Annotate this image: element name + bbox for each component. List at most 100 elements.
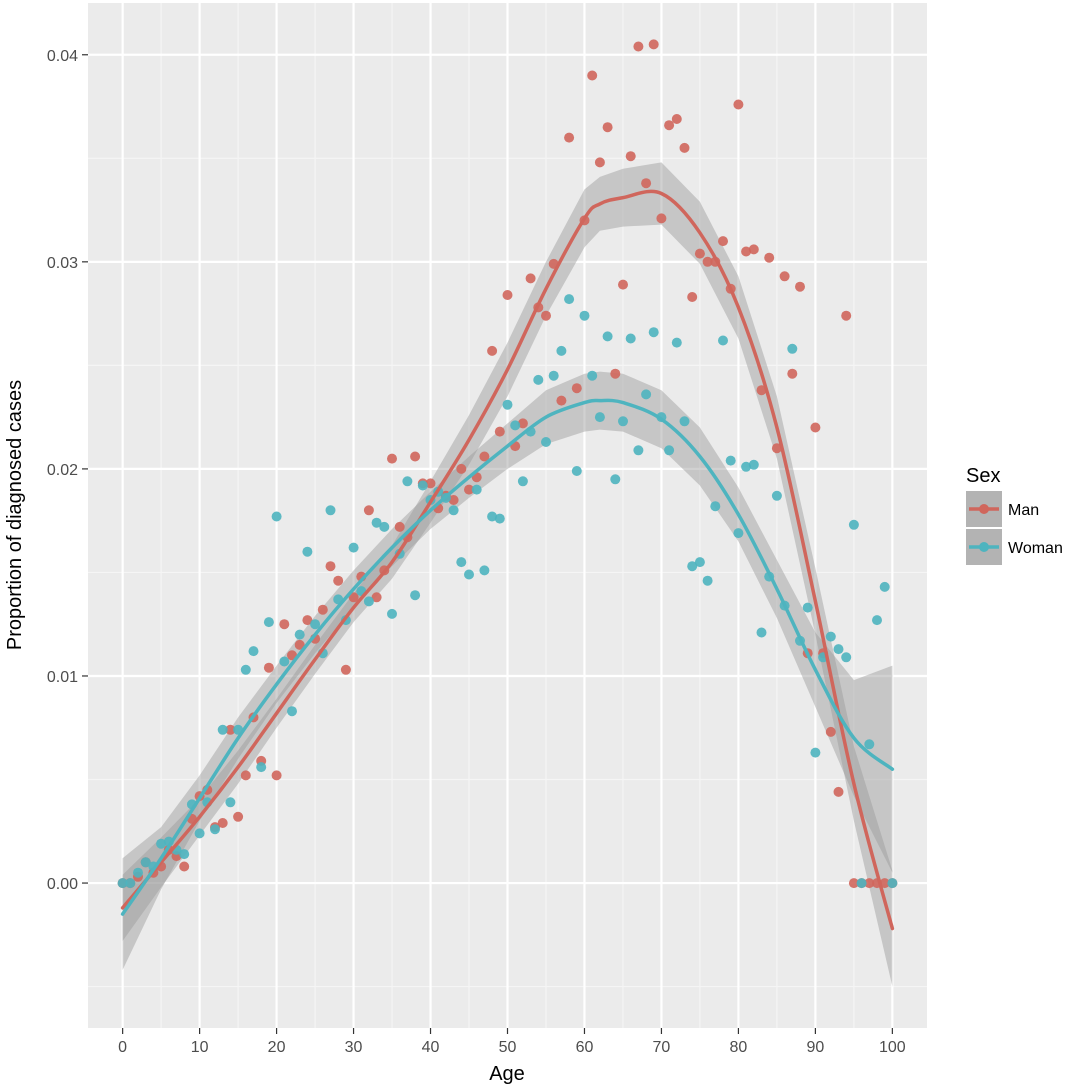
point-woman [687, 561, 698, 572]
point-man [502, 290, 513, 300]
point-woman [417, 480, 428, 491]
gridlines [88, 3, 927, 1028]
point-man [541, 310, 551, 321]
point-woman [787, 343, 798, 354]
x-tick-label: 10 [191, 1039, 209, 1056]
confidence-bands [122, 162, 893, 987]
point-woman [502, 399, 513, 410]
point-woman [348, 542, 359, 553]
point-man [864, 878, 875, 889]
point-woman [133, 867, 143, 878]
point-woman [263, 617, 274, 628]
point-woman [479, 565, 490, 576]
point-man [625, 151, 636, 162]
point-man [317, 604, 328, 615]
point-man [633, 41, 644, 52]
point-woman [633, 445, 644, 456]
point-man [610, 368, 621, 379]
point-man [748, 244, 759, 255]
legend-label-woman: Woman [1008, 540, 1063, 557]
point-man [294, 639, 305, 650]
point-man [564, 132, 575, 143]
legend-point-man [979, 504, 989, 514]
point-woman [310, 619, 321, 630]
point-woman [487, 511, 498, 522]
point-man [348, 592, 359, 603]
y-axis-ticks: 0.00 0.01 0.02 0.03 0.04 [47, 48, 88, 893]
point-woman [833, 644, 844, 655]
x-tick-label: 80 [730, 1039, 748, 1056]
point-man [756, 385, 767, 396]
y-tick-label: 0.04 [47, 48, 78, 65]
point-man [602, 122, 613, 133]
point-man [179, 861, 190, 872]
y-tick-label: 0.01 [47, 669, 78, 686]
point-man [263, 662, 274, 673]
point-woman [771, 490, 782, 501]
point-woman [872, 615, 882, 626]
point-woman [887, 878, 898, 889]
point-man [664, 120, 675, 131]
point-man [741, 246, 752, 257]
point-woman [825, 631, 836, 642]
point-man [833, 786, 844, 797]
confidence-band-woman [122, 371, 893, 971]
point-woman [217, 724, 228, 735]
point-woman [725, 455, 736, 466]
point-man [810, 422, 821, 433]
point-woman [294, 629, 305, 640]
point-woman [625, 333, 636, 344]
point-man [271, 770, 282, 781]
point-man [718, 236, 728, 247]
point-woman [240, 664, 251, 675]
x-tick-label: 20 [268, 1039, 286, 1056]
point-man [325, 561, 336, 572]
point-man [641, 178, 652, 189]
point-man [571, 383, 582, 394]
point-woman [302, 546, 313, 557]
legend-point-woman [979, 542, 989, 552]
y-tick-label: 0.02 [47, 462, 78, 479]
point-woman [210, 824, 220, 835]
point-woman [610, 474, 621, 485]
point-woman [179, 849, 190, 860]
point-man [795, 281, 805, 292]
point-man [525, 273, 536, 284]
point-woman [194, 828, 205, 839]
data-points [117, 39, 898, 889]
legend: Sex Man Woman [966, 465, 1063, 565]
point-woman [464, 569, 474, 580]
point-woman [802, 602, 813, 613]
point-man [448, 495, 459, 505]
point-woman [641, 389, 652, 400]
point-woman [594, 412, 605, 423]
point-woman [702, 575, 713, 586]
point-woman [456, 557, 467, 568]
point-man [487, 345, 498, 356]
y-axis-title: Proportion of diagnosed cases [4, 380, 26, 650]
point-woman [664, 445, 675, 456]
x-tick-label: 30 [345, 1039, 363, 1056]
point-man [733, 99, 744, 110]
point-woman [363, 596, 374, 607]
point-man [587, 70, 598, 81]
point-woman [694, 557, 705, 568]
point-woman [125, 878, 136, 889]
point-woman [648, 327, 659, 338]
point-woman [517, 476, 528, 487]
point-man [494, 426, 505, 437]
point-man [779, 271, 790, 282]
point-man [694, 248, 705, 259]
point-woman [541, 437, 551, 447]
point-man [556, 395, 567, 406]
point-woman [448, 505, 459, 516]
point-man [371, 592, 382, 603]
point-woman [579, 310, 590, 321]
point-woman [287, 706, 297, 717]
point-man [456, 463, 467, 474]
point-man [702, 256, 713, 267]
point-man [618, 279, 628, 290]
point-woman [225, 797, 236, 808]
point-man [333, 575, 344, 586]
